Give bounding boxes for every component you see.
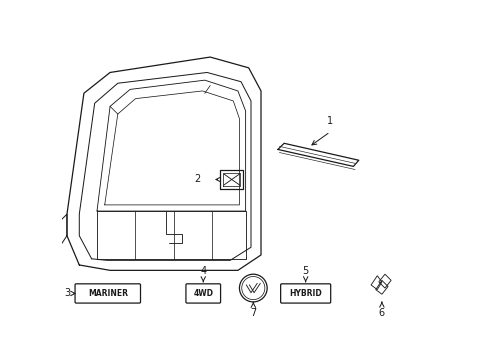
- Text: 3: 3: [64, 288, 70, 298]
- Text: 5: 5: [302, 266, 308, 276]
- Text: 4WD: 4WD: [193, 289, 213, 298]
- Text: HYBRID: HYBRID: [289, 289, 322, 298]
- Text: 7: 7: [250, 308, 256, 318]
- FancyBboxPatch shape: [280, 284, 330, 303]
- FancyBboxPatch shape: [75, 284, 140, 303]
- Text: 4: 4: [200, 266, 206, 276]
- Text: 6: 6: [378, 308, 384, 318]
- FancyBboxPatch shape: [185, 284, 220, 303]
- Text: 2: 2: [194, 175, 201, 184]
- Text: MARINER: MARINER: [88, 289, 127, 298]
- Text: 1: 1: [326, 116, 333, 126]
